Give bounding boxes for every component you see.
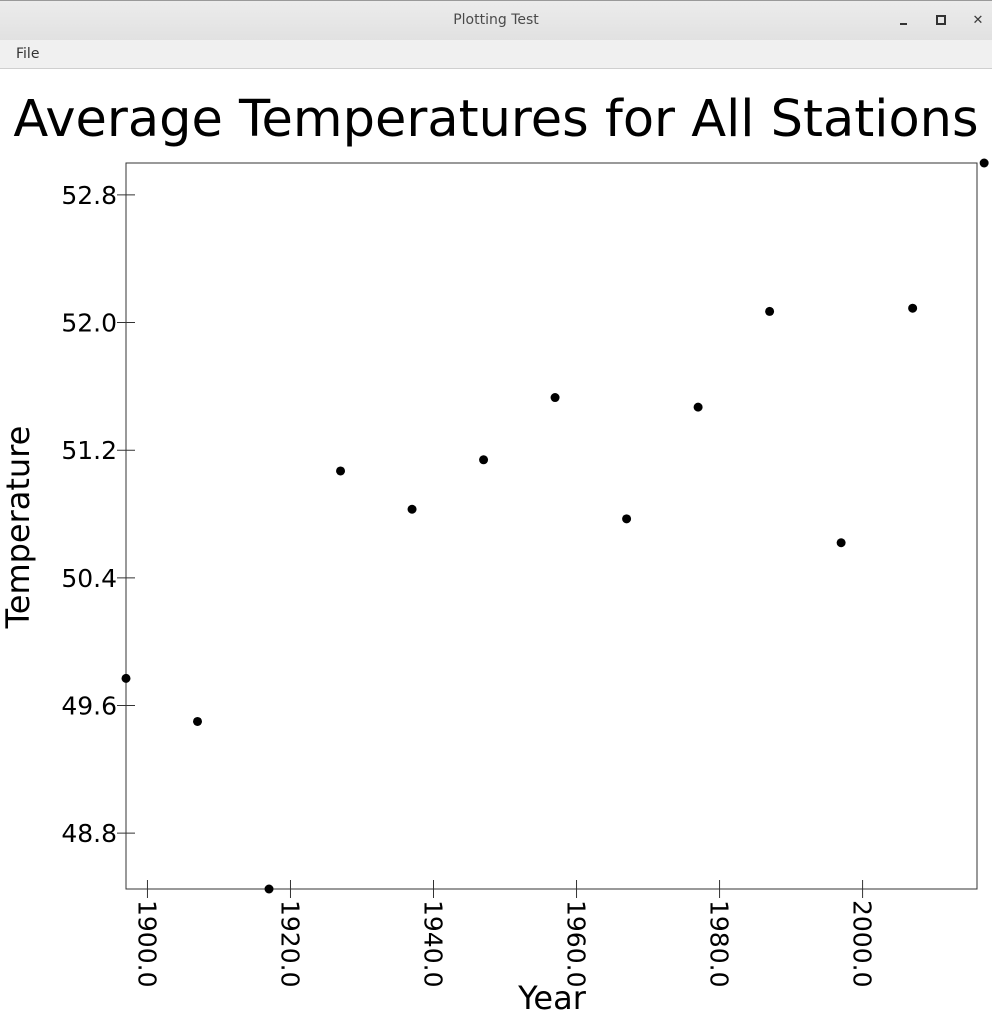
close-icon: ✕ xyxy=(972,12,984,28)
x-tick-label: 1960.0 xyxy=(562,900,591,987)
data-point xyxy=(193,716,203,726)
data-point xyxy=(336,466,346,476)
data-point xyxy=(908,303,918,313)
x-tick-label: 1900.0 xyxy=(132,900,161,987)
x-tick-label: 1940.0 xyxy=(419,900,448,987)
maximize-icon xyxy=(936,15,946,25)
y-axis-label: Temperature xyxy=(0,426,37,630)
data-point xyxy=(622,514,632,524)
window-title: Plotting Test xyxy=(453,12,539,28)
y-tick-label: 49.6 xyxy=(61,692,117,721)
x-tick-label: 2000.0 xyxy=(848,900,877,987)
data-point xyxy=(765,306,775,316)
y-axis: 48.8 49.6 50.4 51.2 52.0 52.8 xyxy=(61,181,135,848)
y-tick-label: 52.0 xyxy=(61,309,117,338)
data-point xyxy=(479,455,489,465)
maximize-button[interactable] xyxy=(932,11,950,29)
chart-title: Average Temperatures for All Stations xyxy=(13,90,978,149)
menubar: File xyxy=(0,40,992,69)
y-tick-label: 51.2 xyxy=(61,436,117,465)
data-point xyxy=(550,393,560,403)
x-tick-label: 1980.0 xyxy=(705,900,734,987)
menu-file[interactable]: File xyxy=(16,46,40,62)
minimize-icon xyxy=(899,22,907,25)
data-points xyxy=(121,158,989,894)
y-tick-label: 52.8 xyxy=(61,181,117,210)
data-point xyxy=(979,158,989,168)
plot-area xyxy=(125,162,978,890)
minimize-button[interactable] xyxy=(894,11,912,29)
window-titlebar: Plotting Test ✕ xyxy=(0,0,992,40)
data-point xyxy=(836,538,846,548)
x-axis-label: Year xyxy=(517,979,587,1017)
y-tick-label: 50.4 xyxy=(61,564,117,593)
x-tick-label: 1920.0 xyxy=(275,900,304,987)
x-axis: 1900.0 1920.0 1940.0 1960.0 1980.0 2000.0 xyxy=(132,880,877,987)
close-button[interactable]: ✕ xyxy=(969,11,987,29)
data-point xyxy=(693,402,703,412)
scatter-plot: Average Temperatures for All Stations 48… xyxy=(0,90,989,1017)
data-point xyxy=(407,504,417,514)
data-point xyxy=(121,673,131,683)
y-tick-label: 48.8 xyxy=(61,819,117,848)
data-point xyxy=(264,884,274,894)
